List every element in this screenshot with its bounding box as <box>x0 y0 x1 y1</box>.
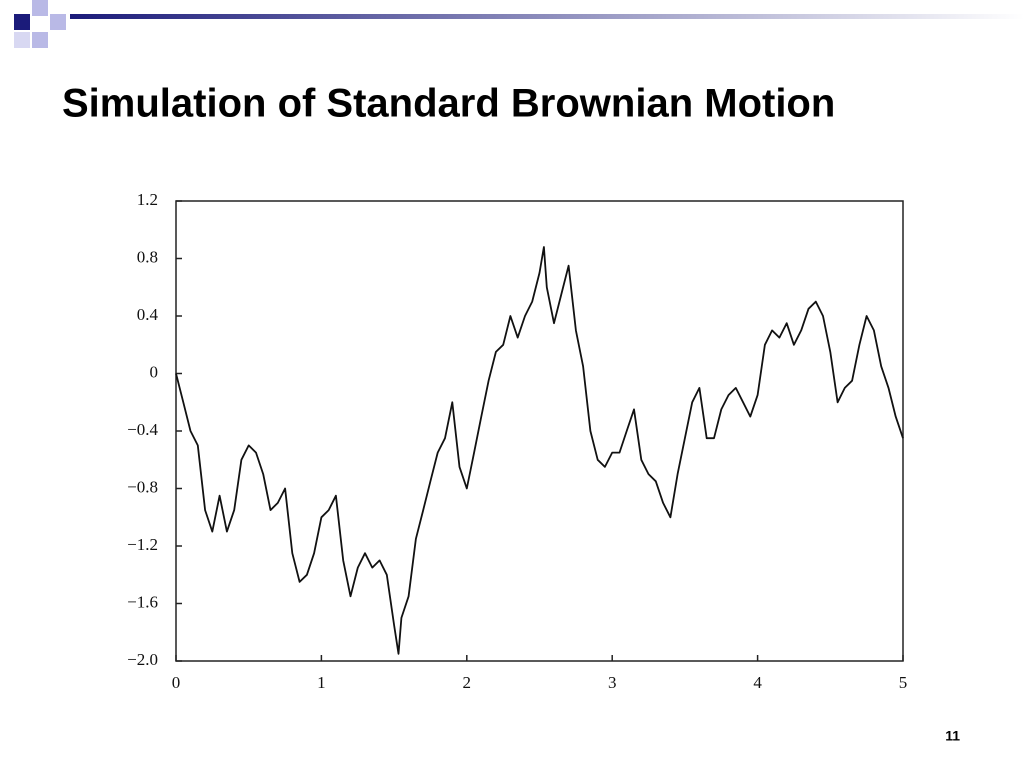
x-tick-label: 2 <box>463 673 472 692</box>
y-tick-label: 0 <box>150 362 159 381</box>
page-number: 11 <box>945 728 960 744</box>
slide-title: Simulation of Standard Brownian Motion <box>62 82 835 126</box>
y-tick-label: 0.8 <box>137 247 158 266</box>
x-tick-label: 0 <box>172 673 181 692</box>
y-tick-label: −1.6 <box>127 592 158 611</box>
y-tick-label: 1.2 <box>137 190 158 209</box>
brownian-path <box>175 246 904 655</box>
x-tick-label: 4 <box>753 673 762 692</box>
x-tick-label: 1 <box>317 673 326 692</box>
y-tick-label: −1.2 <box>127 535 158 554</box>
y-tick-label: −2.0 <box>127 650 158 669</box>
x-tick-label: 5 <box>899 673 908 692</box>
decoration <box>14 0 1024 48</box>
y-tick-label: 0.4 <box>137 305 159 324</box>
y-tick-label: −0.4 <box>127 420 158 439</box>
y-tick-label: −0.8 <box>127 477 158 496</box>
x-tick-label: 3 <box>608 673 617 692</box>
